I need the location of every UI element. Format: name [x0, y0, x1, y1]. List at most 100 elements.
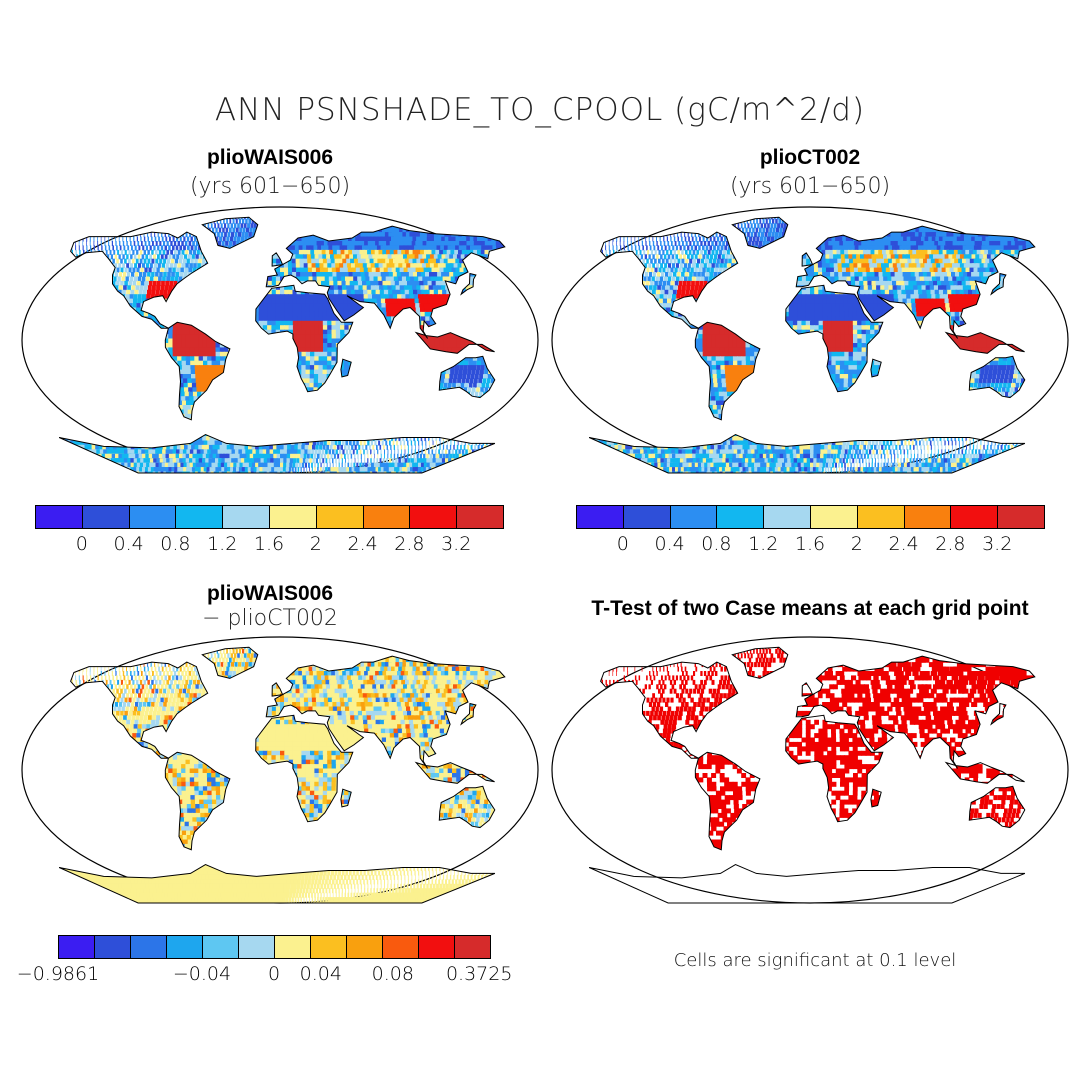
- map-cell: [439, 280, 446, 286]
- map-cell: [284, 303, 290, 309]
- map-cell: [194, 245, 198, 251]
- map-cell: [295, 249, 300, 255]
- map-cell: [376, 298, 382, 304]
- map-cell: [476, 387, 480, 393]
- map-cell: [113, 223, 116, 229]
- map-cell: [484, 369, 489, 375]
- map-cell: [118, 236, 120, 242]
- map-cell: [368, 272, 375, 277]
- map-cell: [415, 267, 422, 273]
- map-cell: [363, 249, 369, 255]
- map-cell: [229, 236, 234, 242]
- map-cell: [335, 334, 341, 340]
- map-cell: [314, 254, 320, 260]
- map-cell: [229, 227, 232, 233]
- map-cell: [166, 241, 169, 246]
- map-cell: [164, 254, 168, 260]
- map-cell: [391, 285, 397, 291]
- map-cell: [389, 303, 396, 309]
- map-cell: [394, 236, 402, 242]
- map-cell: [406, 217, 417, 220]
- map-cell: [405, 210, 419, 215]
- map-cell: [431, 218, 442, 224]
- map-cell: [391, 210, 404, 215]
- map-cell: [422, 218, 432, 224]
- map-cell: [203, 360, 209, 366]
- map-cell: [119, 241, 121, 246]
- map-cell: [335, 263, 341, 269]
- map-cell: [185, 347, 191, 353]
- map-cell: [433, 289, 440, 295]
- map-cell: [133, 254, 137, 260]
- map-cell: [161, 263, 165, 269]
- map-cell: [459, 360, 464, 366]
- map-cell: [305, 334, 311, 340]
- map-cell: [348, 236, 354, 242]
- map-cell: [453, 254, 460, 260]
- map-cell: [383, 254, 390, 260]
- map-cell: [342, 294, 348, 300]
- map-cell: [443, 267, 450, 273]
- map-cell: [381, 232, 388, 238]
- map-cell: [235, 227, 239, 233]
- map-cell: [135, 258, 139, 264]
- map-cell: [141, 263, 145, 269]
- map-cell: [330, 294, 336, 300]
- map-cell: [422, 241, 430, 246]
- map-cell: [388, 210, 401, 215]
- map-cell: [401, 236, 409, 242]
- map-cell: [172, 356, 178, 362]
- map-cell: [297, 320, 302, 326]
- map-cell: [310, 343, 315, 348]
- map-cell: [318, 325, 324, 331]
- map-cell: [331, 347, 337, 353]
- map-cell: [359, 294, 365, 300]
- map-cell: [477, 227, 487, 233]
- map-cell: [357, 276, 363, 282]
- map-cell: [262, 320, 268, 326]
- map-cell: [412, 258, 419, 264]
- map-cell: [322, 369, 328, 375]
- map-cell: [222, 236, 226, 242]
- map-cell: [303, 267, 309, 273]
- map-cell: [365, 236, 372, 242]
- map-cell: [379, 267, 386, 273]
- map-cell: [422, 294, 428, 300]
- map-cell: [155, 241, 158, 246]
- map-cell: [301, 360, 307, 366]
- map-cell: [181, 210, 186, 215]
- map-cell: [444, 223, 455, 229]
- map-cell: [276, 267, 281, 273]
- map-cell: [89, 218, 94, 224]
- map-cell: [414, 254, 421, 260]
- map-cell: [198, 245, 201, 251]
- map-cell: [414, 263, 421, 269]
- map-cell: [380, 294, 386, 300]
- map-cell: [71, 236, 73, 242]
- map-cell: [322, 307, 328, 313]
- map-cell: [96, 217, 104, 220]
- map-cell: [425, 316, 431, 322]
- map-cell: [271, 316, 277, 322]
- map-cell: [121, 217, 128, 220]
- map-cell: [354, 263, 361, 269]
- map-cell: [522, 281, 529, 286]
- map-cell: [410, 245, 417, 251]
- map-cell: [145, 218, 148, 224]
- map-cell: [141, 218, 145, 224]
- map-cell: [199, 374, 205, 379]
- map-cell: [106, 223, 110, 229]
- map-cell: [374, 232, 381, 238]
- map-cell: [480, 365, 485, 371]
- map-cell: [467, 223, 478, 229]
- map-cell: [420, 316, 427, 322]
- map-cell: [116, 223, 120, 229]
- map-cell: [298, 245, 304, 251]
- map-cell: [424, 307, 430, 313]
- map-cell: [141, 241, 143, 246]
- map-cell: [183, 236, 186, 242]
- map-cell: [383, 267, 390, 273]
- map-cell: [71, 249, 73, 255]
- map-cell: [202, 356, 208, 362]
- map-cell: [109, 210, 120, 215]
